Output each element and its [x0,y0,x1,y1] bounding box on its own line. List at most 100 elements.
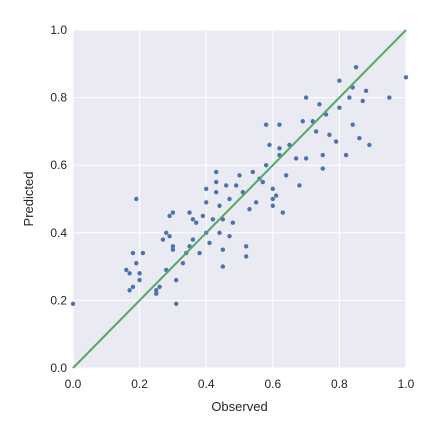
data-point [303,156,309,161]
data-point [197,250,202,256]
data-point [387,95,392,100]
data-point [250,169,256,175]
data-point [124,267,129,273]
data-point [320,152,325,158]
x-tick-label: 0.4 [198,377,215,391]
data-point [353,64,359,70]
data-point [134,196,139,202]
data-point [243,254,249,259]
data-point [167,233,172,239]
data-point [227,233,232,239]
data-point [263,163,269,168]
data-point [220,264,226,269]
y-tick-label: 0.0 [50,361,67,375]
data-point [190,217,196,222]
data-point [260,179,266,185]
data-point [160,237,166,242]
data-point [170,244,176,249]
data-point [350,122,355,127]
data-point [317,102,322,107]
data-point [337,105,342,110]
data-point [127,288,132,293]
data-point [233,183,239,188]
data-point [134,261,139,266]
data-point [137,277,142,283]
x-tick-labels: 0.0 0.2 0.4 0.6 0.8 1.0 [65,377,415,391]
data-point [277,146,282,151]
data-point [207,240,212,246]
y-tick-label: 0.4 [50,226,67,240]
data-point [210,217,216,222]
y-tick-label: 1.0 [50,23,67,37]
data-point [273,193,279,198]
y-axis-label: Predicted [21,172,36,227]
data-point [320,166,325,171]
x-tick-label: 1.0 [398,377,415,391]
data-point [174,277,179,283]
data-point [313,129,319,134]
data-point [137,271,142,276]
data-point [283,173,289,178]
data-point [363,88,369,94]
data-point [174,301,179,306]
data-point [343,152,349,158]
data-point [190,237,196,242]
data-point [360,98,365,104]
data-point [154,291,159,296]
data-point [70,301,76,306]
x-tick-label: 0.2 [131,377,148,391]
data-point [247,206,252,212]
data-point [130,284,136,290]
y-tick-label: 0.6 [50,158,67,172]
data-point [293,156,299,161]
data-point [300,119,305,124]
data-point [157,284,162,290]
data-point [204,200,209,205]
data-point [213,169,219,175]
data-point [333,139,339,144]
data-point [127,271,132,276]
data-point [220,247,226,252]
data-point [237,173,242,178]
data-point [130,250,136,256]
data-point [367,142,372,148]
data-point [213,179,219,185]
data-point [170,247,176,252]
data-point [303,95,309,100]
x-tick-label: 0.8 [331,377,348,391]
data-point [337,78,342,83]
data-point [403,75,409,80]
data-point [270,196,275,202]
data-point [230,220,236,225]
x-tick-label: 0.6 [264,377,281,391]
data-point [243,244,249,249]
data-point [327,132,332,137]
data-point [164,230,169,235]
data-point [167,213,172,219]
reference-line [72,29,407,369]
data-points [70,64,409,306]
data-point [227,196,232,202]
data-point [217,230,222,235]
data-point [213,190,219,195]
data-point [204,186,209,192]
data-point [187,210,192,215]
data-point [267,142,272,148]
y-tick-label: 0.2 [50,293,67,307]
y-tick-labels: 0.0 0.2 0.4 0.6 0.8 1.0 [50,23,67,375]
data-point [200,213,206,219]
x-tick-label: 0.0 [65,377,82,391]
data-point [270,186,275,192]
data-point [347,95,352,100]
data-point [357,135,362,141]
data-point [223,183,229,188]
data-point [280,210,285,215]
data-point [154,288,159,293]
x-axis-label: Observed [211,399,267,414]
data-point [140,250,146,256]
data-point [270,203,275,208]
data-point [297,183,302,188]
data-point [253,200,259,205]
data-point [170,210,176,215]
